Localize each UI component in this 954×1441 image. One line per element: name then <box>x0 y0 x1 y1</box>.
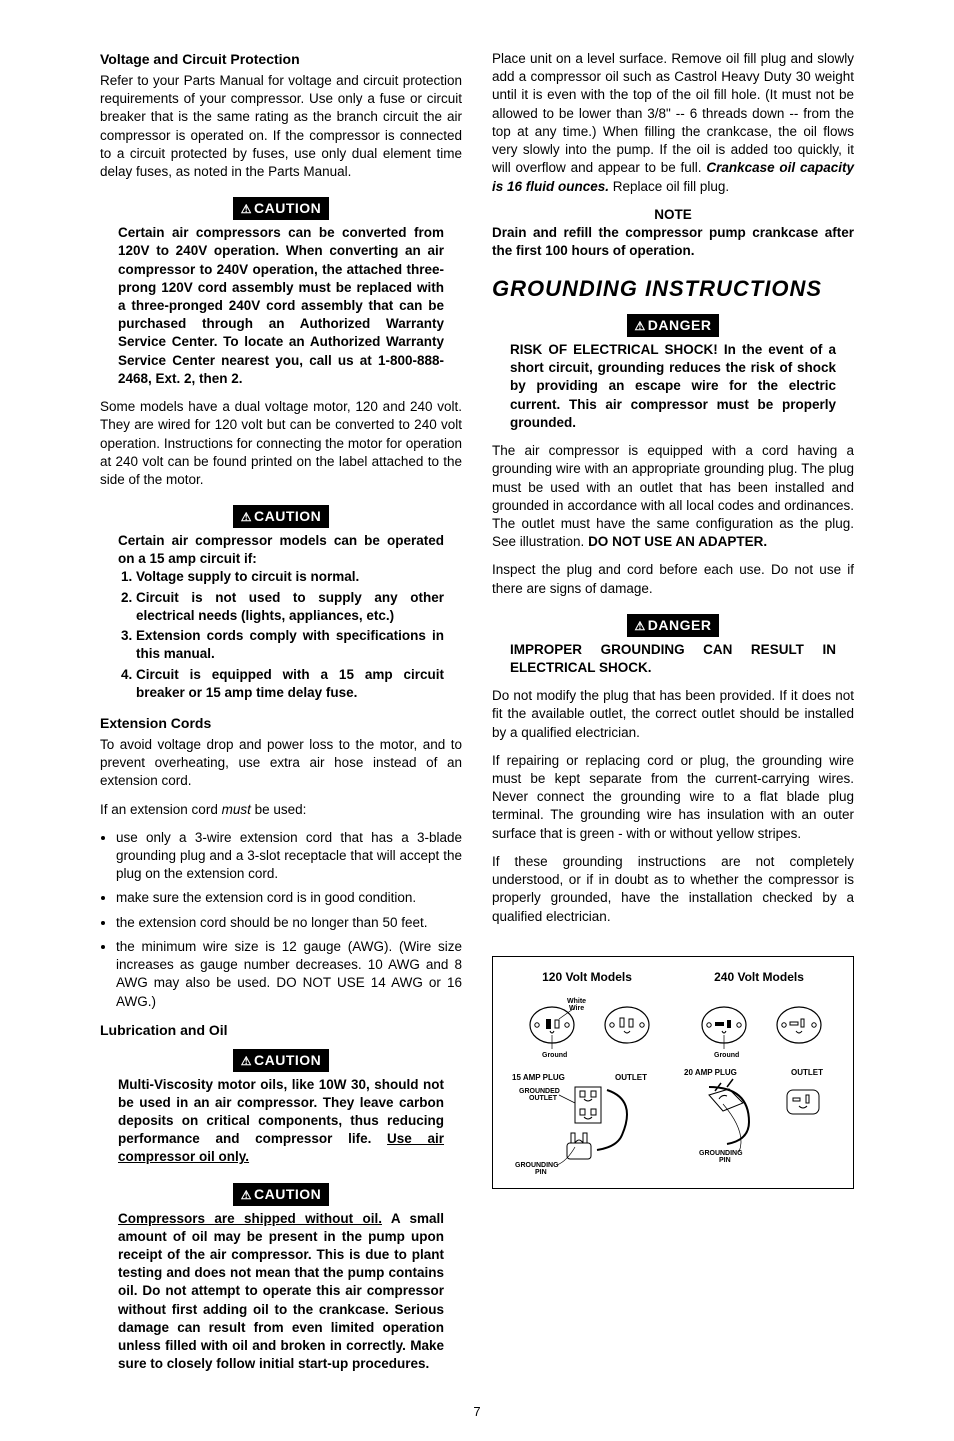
fig-outlet-label-2: OUTLET <box>791 1068 823 1077</box>
left-column: Voltage and Circuit Protection Refer to … <box>100 50 462 1383</box>
fig-120v: 120 Volt Models White Wire Ground <box>501 969 673 1180</box>
caution3-body: Multi-Viscosity motor oils, like 10W 30,… <box>100 1076 462 1177</box>
para-mod-plug: Do not modify the plug that has been pro… <box>492 687 854 742</box>
caution2-item-4: Circuit is equipped with a 15 amp circui… <box>136 666 444 702</box>
caution4-body: Compressors are shipped without oil. A s… <box>100 1210 462 1384</box>
fig-grounded-label: GROUNDED <box>519 1088 560 1095</box>
grounding-figure: 120 Volt Models White Wire Ground <box>492 956 854 1189</box>
para-ground-1: The air compressor is equipped with a co… <box>492 442 854 551</box>
caution2-item-1: Voltage supply to circuit is normal. <box>136 568 444 586</box>
para-ext-must: If an extension cord must be used: <box>100 801 462 819</box>
place-a: Place unit on a level surface. Remove oi… <box>492 51 854 175</box>
fig-white-label: White <box>567 998 586 1005</box>
caution1-body: Certain air compressors can be converted… <box>100 224 462 398</box>
fig-15amp-label: 15 AMP PLUG <box>512 1073 565 1082</box>
para-extension: To avoid voltage drop and power loss to … <box>100 736 462 791</box>
heading-voltage: Voltage and Circuit Protection <box>100 50 462 69</box>
para-inspect: Inspect the plug and cord before each us… <box>492 561 854 597</box>
ext-bullet-2: make sure the extension cord is in good … <box>116 889 462 907</box>
caution2-label: CAUTION <box>233 505 330 528</box>
para-dual-voltage: Some models have a dual voltage motor, 1… <box>100 398 462 489</box>
fig-240v: 240 Volt Models Ground <box>673 969 845 1180</box>
fig-120-title: 120 Volt Models <box>501 969 673 985</box>
fig-wire-label: Wire <box>569 1005 584 1012</box>
fig-groundpin-label-2: GROUNDING <box>699 1150 743 1157</box>
fig-20amp-label: 20 AMP PLUG <box>684 1068 737 1077</box>
para-repair: If repairing or replacing cord or plug, … <box>492 752 854 843</box>
extension-bullets: use only a 3-wire extension cord that ha… <box>100 829 462 1011</box>
caution4-text-a: Compressors are shipped without oil. <box>118 1211 382 1226</box>
caution2-list: Voltage supply to circuit is normal. Cir… <box>118 568 444 702</box>
heading-grounding: GROUNDING INSTRUCTIONS <box>492 274 854 304</box>
ground1-b: DO NOT USE AN ADAPTER. <box>588 534 767 549</box>
page-number: 7 <box>100 1403 854 1421</box>
right-column: Place unit on a level surface. Remove oi… <box>492 50 854 1383</box>
danger1-body: RISK OF ELECTRICAL SHOCK! In the event o… <box>492 341 854 442</box>
para-place-unit: Place unit on a level surface. Remove oi… <box>492 50 854 196</box>
fig-pin-label-1: PIN <box>535 1169 547 1175</box>
ext-bullet-4: the minimum wire size is 12 gauge (AWG).… <box>116 938 462 1011</box>
danger1-label: DANGER <box>627 314 720 337</box>
ext-bullet-3: the extension cord should be no longer t… <box>116 914 462 932</box>
note-body: Drain and refill the compressor pump cra… <box>492 224 854 260</box>
caution3-label: CAUTION <box>233 1049 330 1072</box>
fig-outlet-label-1: OUTLET <box>615 1073 647 1082</box>
fig-pin-label-2: PIN <box>719 1157 731 1164</box>
caution4-box: CAUTION <box>100 1177 462 1210</box>
heading-lubrication: Lubrication and Oil <box>100 1021 462 1040</box>
caution1-box: CAUTION <box>100 191 462 224</box>
caution2-item-2: Circuit is not used to supply any other … <box>136 589 444 625</box>
fig-120-svg: White Wire Ground 15 AMP PLUG <box>507 995 667 1175</box>
caution2-box: CAUTION <box>100 499 462 532</box>
para-understood: If these grounding instructions are not … <box>492 853 854 926</box>
para-voltage: Refer to your Parts Manual for voltage a… <box>100 72 462 181</box>
danger2-body: IMPROPER GROUNDING CAN RESULT IN ELECTRI… <box>492 641 854 687</box>
place-c: Replace oil fill plug. <box>609 179 729 194</box>
danger2-box: DANGER <box>492 608 854 641</box>
fig-ground-label-2: Ground <box>714 1052 739 1059</box>
caution1-label: CAUTION <box>233 197 330 220</box>
fig-240-svg: Ground 20 AMP PLUG OUTLET <box>679 995 839 1175</box>
fig-ground-label-1: Ground <box>542 1052 567 1059</box>
danger1-box: DANGER <box>492 308 854 341</box>
fig-groundedoutlet-label: OUTLET <box>529 1095 558 1102</box>
note-label: NOTE <box>492 206 854 224</box>
fig-240-title: 240 Volt Models <box>673 969 845 985</box>
page-columns: Voltage and Circuit Protection Refer to … <box>100 50 854 1383</box>
caution3-box: CAUTION <box>100 1043 462 1076</box>
danger2-label: DANGER <box>627 614 720 637</box>
heading-extension-cords: Extension Cords <box>100 714 462 733</box>
caution2-body: Certain air compressor models can be ope… <box>100 532 462 714</box>
caution2-intro: Certain air compressor models can be ope… <box>118 532 444 568</box>
fig-groundpin-label-1: GROUNDING <box>515 1162 559 1169</box>
ext-bullet-1: use only a 3-wire extension cord that ha… <box>116 829 462 884</box>
caution4-label: CAUTION <box>233 1183 330 1206</box>
caution2-item-3: Extension cords comply with specificatio… <box>136 627 444 663</box>
